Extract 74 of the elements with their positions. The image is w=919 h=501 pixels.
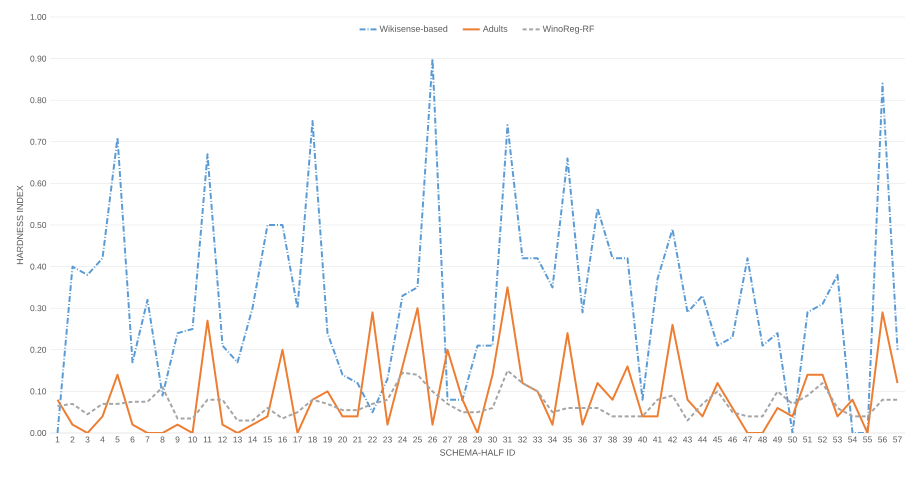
y-tick-label: 0.90 xyxy=(30,56,46,62)
x-tick-label: 29 xyxy=(473,436,482,443)
x-tick-label: 56 xyxy=(878,436,887,443)
x-tick-label: 24 xyxy=(398,436,407,442)
legend-label: WinoReg-RF xyxy=(542,25,594,34)
x-tick-label: 38 xyxy=(608,436,617,443)
x-tick-label: 48 xyxy=(758,436,767,443)
y-tick-label: 0.30 xyxy=(30,305,46,312)
x-tick-label: 14 xyxy=(248,436,257,442)
x-tick-label: 52 xyxy=(818,436,827,443)
x-tick-label: 6 xyxy=(130,436,134,443)
x-tick-label: 32 xyxy=(518,436,527,443)
x-tick-label: 47 xyxy=(742,436,752,442)
x-tick-label: 51 xyxy=(803,436,812,442)
x-tick-label: 39 xyxy=(623,436,632,443)
x-tick-label: 4 xyxy=(100,436,105,442)
x-tick-label: 55 xyxy=(863,436,872,442)
x-tick-label: 20 xyxy=(338,436,347,443)
x-tick-label: 12 xyxy=(218,436,227,442)
y-axis-title: HARDNESS INDEX xyxy=(16,185,24,264)
x-tick-label: 41 xyxy=(652,436,662,442)
x-tick-label: 28 xyxy=(458,436,467,443)
legend-label: Adults xyxy=(482,25,508,32)
x-tick-label: 50 xyxy=(788,436,797,443)
x-tick-label: 2 xyxy=(70,436,74,442)
x-tick-label: 54 xyxy=(848,436,857,442)
x-tick-label: 33 xyxy=(533,436,542,443)
y-tick-label: 0.10 xyxy=(30,388,46,394)
x-tick-label: 10 xyxy=(188,436,197,443)
line-series xyxy=(56,58,899,433)
y-tick-label: 0.20 xyxy=(30,346,46,353)
x-tick-label: 5 xyxy=(115,436,120,442)
x-tick-label: 7 xyxy=(146,436,150,442)
x-tick-label: 37 xyxy=(593,436,602,443)
x-tick-label: 34 xyxy=(548,436,557,443)
x-tick-label: 19 xyxy=(323,436,332,443)
x-tick-label: 40 xyxy=(638,436,647,443)
y-tick-label: 0.80 xyxy=(30,97,46,104)
x-tick-label: 23 xyxy=(383,436,392,443)
x-tick-label: 26 xyxy=(428,436,437,443)
y-tick-label: 1.00 xyxy=(30,14,46,20)
x-tick-label: 16 xyxy=(278,436,287,443)
x-tick-label: 57 xyxy=(893,436,902,442)
x-tick-label: 22 xyxy=(368,436,377,442)
x-tick-label: 13 xyxy=(233,436,242,443)
y-tick-label: 0.70 xyxy=(30,138,46,145)
y-tick-label: 0.00 xyxy=(30,430,46,436)
x-tick-label: 49 xyxy=(772,436,782,443)
x-tick-label: 27 xyxy=(443,436,452,442)
y-tick-label: 0.60 xyxy=(30,180,46,186)
x-tick-label: 31 xyxy=(503,436,512,443)
x-tick-label: 18 xyxy=(308,436,317,443)
y-tick-label: 0.40 xyxy=(30,264,46,270)
x-tick-label: 42 xyxy=(668,436,677,442)
x-tick-label: 1 xyxy=(56,436,60,442)
x-tick-label: 8 xyxy=(160,436,164,443)
legend-label: Wikisense-based xyxy=(380,25,448,32)
x-tick-label: 44 xyxy=(698,436,707,442)
x-tick-label: 9 xyxy=(176,436,180,443)
x-tick-label: 30 xyxy=(488,436,497,443)
x-axis-title: SCHEMA-HALF ID xyxy=(440,449,515,456)
x-tick-label: 35 xyxy=(563,436,572,443)
x-tick-label: 21 xyxy=(353,436,362,442)
x-tick-label: 25 xyxy=(413,436,422,443)
x-tick-label: 43 xyxy=(682,436,692,443)
x-tick-label: 3 xyxy=(85,436,90,443)
x-tick-label: 36 xyxy=(578,436,587,443)
y-tick-label: 0.50 xyxy=(30,222,46,228)
x-tick-label: 45 xyxy=(712,436,722,442)
x-tick-label: 46 xyxy=(728,436,737,443)
x-tick-label: 17 xyxy=(293,436,302,442)
x-tick-label: 15 xyxy=(263,436,272,442)
x-tick-label: 11 xyxy=(204,436,212,442)
x-tick-label: 53 xyxy=(833,436,842,443)
